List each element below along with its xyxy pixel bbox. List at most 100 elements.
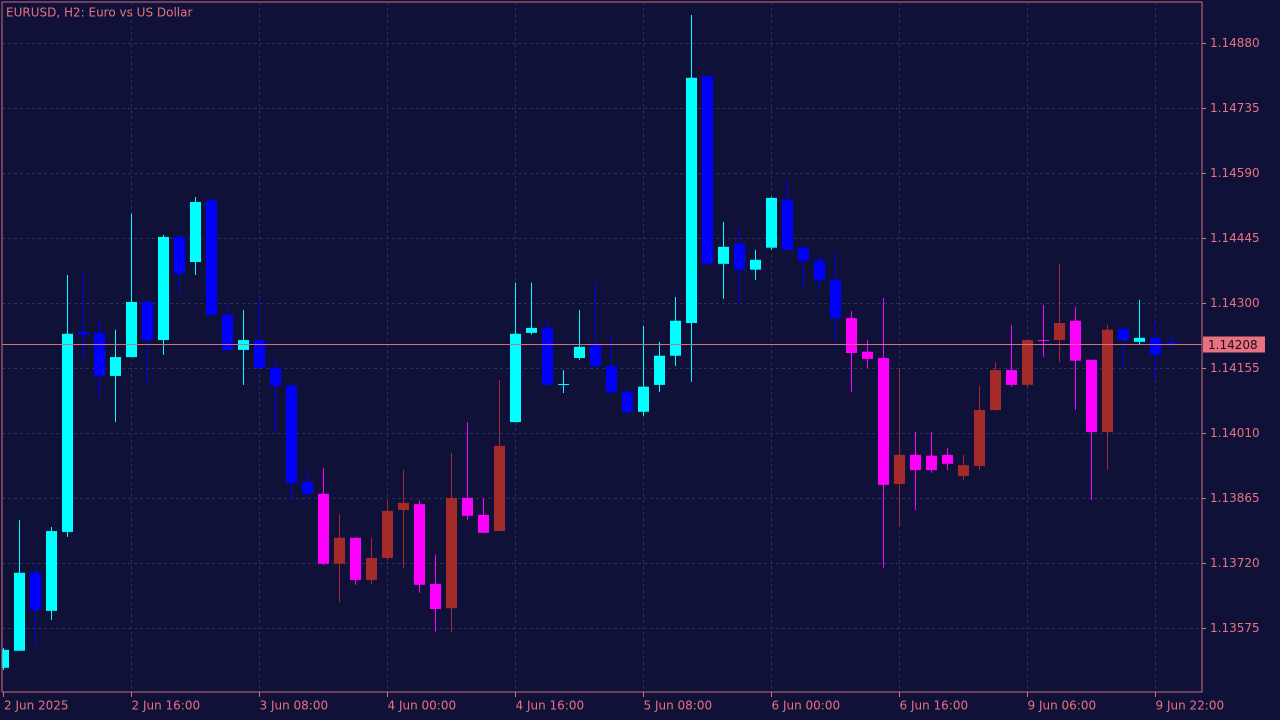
candle-body xyxy=(430,583,441,610)
candle-body xyxy=(94,332,105,376)
candle-body xyxy=(110,357,121,376)
candle-body xyxy=(750,259,761,270)
candle-body xyxy=(1102,329,1113,432)
candle-body xyxy=(398,502,409,510)
y-tick-label: 1.13575 xyxy=(1210,621,1260,635)
y-tick-label: 1.13865 xyxy=(1210,491,1260,505)
candle-body xyxy=(1038,340,1049,342)
candle-body xyxy=(254,340,265,368)
candle-body xyxy=(814,260,825,280)
x-tick-label: 4 Jun 16:00 xyxy=(516,699,585,713)
candle-body xyxy=(702,75,713,264)
candle-body xyxy=(1086,359,1097,432)
candle-body xyxy=(542,327,553,385)
x-tick-label: 3 Jun 08:00 xyxy=(260,699,329,713)
x-tick-label: 2 Jun 2025 xyxy=(4,699,69,713)
plot-border xyxy=(1,1,1203,693)
candle-body xyxy=(318,493,329,564)
candle-body xyxy=(494,445,505,532)
candle-body xyxy=(158,236,169,341)
candle-body xyxy=(734,243,745,270)
candle-body xyxy=(798,247,809,261)
candle-body xyxy=(302,481,313,494)
candle-body xyxy=(414,504,425,585)
last-price-box xyxy=(1203,336,1265,353)
candle-body xyxy=(1022,340,1033,385)
candle-body xyxy=(382,510,393,558)
candle-body xyxy=(670,320,681,356)
candle-body xyxy=(990,370,1001,410)
candle-body xyxy=(1054,323,1065,341)
candle-body xyxy=(1118,328,1129,341)
axes: 1.14880 1.14735 1.14590 1.14445 1.14300 1.141… xyxy=(3,36,1265,713)
candle-body xyxy=(1070,320,1081,361)
candle-body xyxy=(574,346,585,358)
candle-body xyxy=(222,314,233,350)
candle-body xyxy=(286,385,297,484)
x-tick-label: 9 Jun 06:00 xyxy=(1028,699,1097,713)
candle-body xyxy=(270,367,281,386)
candle-body xyxy=(190,201,201,263)
candle-body xyxy=(1166,342,1177,345)
candle-body xyxy=(462,497,473,516)
chart-title: EURUSD, H2: Euro vs US Dollar xyxy=(6,6,192,20)
candle-body xyxy=(558,383,569,385)
candles xyxy=(2,15,1202,671)
candle-body xyxy=(1006,370,1017,385)
candle-body xyxy=(878,357,889,485)
candle-body xyxy=(910,454,921,471)
candle-body xyxy=(174,236,185,274)
candle-body xyxy=(46,531,57,611)
candle-body xyxy=(590,344,601,367)
x-tick-label: 9 Jun 22:00 xyxy=(1156,699,1225,713)
candle-body xyxy=(782,199,793,250)
candle-body xyxy=(366,557,377,580)
candle-body xyxy=(78,331,89,335)
y-tick-label: 1.14590 xyxy=(1210,166,1260,180)
candle-body xyxy=(206,200,217,315)
candle-body xyxy=(766,197,777,248)
candle-body xyxy=(14,572,25,651)
candle-body xyxy=(862,351,873,359)
candle-body xyxy=(510,333,521,423)
candle-body xyxy=(526,327,537,333)
y-tick-label: 1.14880 xyxy=(1210,36,1260,50)
candle-body xyxy=(478,514,489,533)
candle-body xyxy=(62,333,73,532)
x-tick-label: 6 Jun 16:00 xyxy=(900,699,969,713)
x-tick-label: 5 Jun 08:00 xyxy=(644,699,713,713)
candle-body xyxy=(942,454,953,464)
candle-body xyxy=(606,366,617,393)
candle-body xyxy=(638,386,649,412)
y-tick-label: 1.14735 xyxy=(1210,101,1260,115)
candle-body xyxy=(142,301,153,341)
candle-body xyxy=(830,279,841,319)
x-tick-label: 4 Jun 00:00 xyxy=(388,699,457,713)
x-tick-label: 6 Jun 00:00 xyxy=(772,699,841,713)
candle-body xyxy=(446,497,457,609)
candle-body xyxy=(350,537,361,580)
y-tick-label: 1.14300 xyxy=(1210,296,1260,310)
candle-body xyxy=(654,355,665,385)
candle-body xyxy=(718,246,729,264)
candle-body xyxy=(1150,337,1161,355)
y-tick-label: 1.14010 xyxy=(1210,426,1260,440)
y-tick-label: 1.14445 xyxy=(1210,231,1260,245)
candle-body xyxy=(1134,337,1145,342)
y-tick-label: 1.14155 xyxy=(1210,361,1260,375)
candle-body xyxy=(126,301,137,358)
candle-body xyxy=(958,465,969,476)
candle-body xyxy=(974,409,985,467)
candle-body xyxy=(30,572,41,610)
last-price-label: 1.14208 xyxy=(1208,338,1258,352)
candle-body xyxy=(686,77,697,324)
candle-body xyxy=(926,455,937,471)
candle-body xyxy=(2,649,9,668)
candle-body xyxy=(334,537,345,564)
candle-body xyxy=(846,318,857,354)
candle-body xyxy=(894,454,905,484)
candle-body xyxy=(622,392,633,412)
x-tick-label: 2 Jun 16:00 xyxy=(132,699,201,713)
